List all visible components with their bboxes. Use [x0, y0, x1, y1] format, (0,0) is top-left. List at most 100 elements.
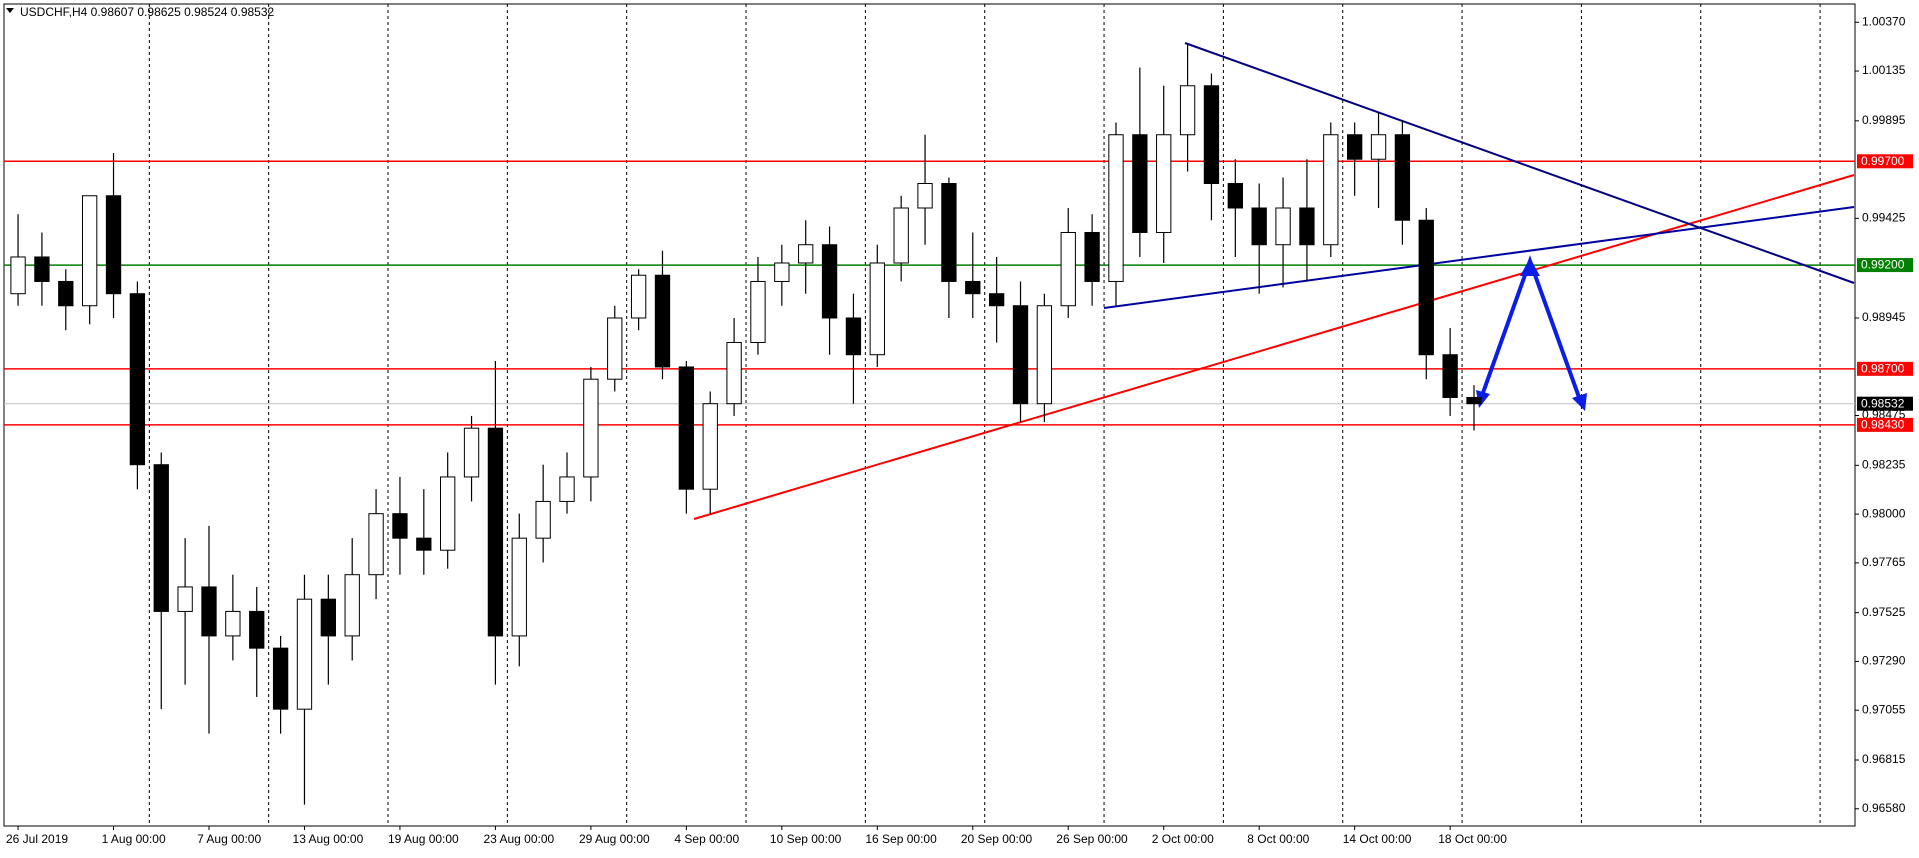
- candle-body: [368, 513, 384, 576]
- candle-body: [941, 183, 957, 282]
- y-tick-label: 1.00135: [1862, 63, 1906, 77]
- candle-body: [678, 366, 695, 490]
- candle-body: [416, 537, 432, 551]
- candle-body: [630, 274, 647, 319]
- trend-line: [1184, 42, 1855, 284]
- chart-title: USDCHF,H4 0.98607 0.98625 0.98524 0.9853…: [20, 5, 275, 19]
- y-tick-label: 0.97525: [1862, 605, 1906, 619]
- x-tick-label: 14 Oct 00:00: [1343, 832, 1412, 846]
- x-tick-label: 20 Sep 00:00: [961, 832, 1033, 846]
- candle-body: [1323, 134, 1339, 246]
- level-label-box: [1857, 417, 1913, 432]
- level-label-box: [1857, 361, 1913, 376]
- candle-body: [153, 464, 169, 612]
- candle-body: [1203, 85, 1220, 185]
- candle-body: [344, 574, 360, 637]
- candle-body: [1347, 134, 1363, 160]
- current-price-box: [1857, 396, 1913, 411]
- arrow-head: [1572, 393, 1587, 411]
- candle-body: [105, 195, 122, 295]
- levels: [4, 160, 1855, 426]
- y-tick-label: 0.98945: [1862, 310, 1906, 324]
- candle-body: [1084, 231, 1100, 282]
- x-tick-label: 19 Aug 00:00: [388, 832, 459, 846]
- candle-body: [917, 183, 933, 209]
- candle-body: [607, 317, 623, 380]
- candle-body: [392, 513, 408, 539]
- level-label: 0.99700: [1861, 154, 1905, 168]
- candle-body: [249, 610, 265, 649]
- candle-body: [1442, 354, 1458, 398]
- y-tick-label: 0.97290: [1862, 654, 1906, 668]
- candle-body: [10, 256, 26, 295]
- grid: [148, 4, 1821, 826]
- candle-body: [58, 280, 74, 307]
- candle-body: [511, 537, 527, 637]
- candle-body: [1466, 396, 1482, 405]
- candle-body: [869, 262, 885, 356]
- candle-body: [1394, 134, 1411, 221]
- candle-body: [320, 598, 336, 637]
- y-tick-label: 0.96580: [1862, 801, 1906, 815]
- level-label: 0.98700: [1861, 361, 1905, 375]
- candle-body: [821, 244, 838, 319]
- level-label: 0.99200: [1861, 258, 1905, 272]
- candle-body: [1132, 134, 1148, 233]
- x-tick-label: 23 Aug 00:00: [483, 832, 554, 846]
- candle-body: [1227, 183, 1243, 209]
- candle-body: [1275, 207, 1291, 246]
- candle-body: [296, 598, 313, 710]
- candle-body: [750, 280, 766, 343]
- axes: 1.00370 1.00135 0.99895 0.99425 0.98945 0.984…: [6, 14, 1913, 846]
- level-label: 0.98430: [1861, 418, 1905, 432]
- y-tick-label: 0.96815: [1862, 752, 1906, 766]
- candle-body: [201, 586, 217, 637]
- candle-body: [702, 403, 718, 490]
- candle-body: [272, 647, 289, 710]
- candle-body: [1251, 207, 1267, 246]
- candle-body: [129, 293, 146, 466]
- candle-body: [225, 610, 241, 637]
- y-tick-label: 0.97055: [1862, 702, 1906, 716]
- candle-body: [1179, 85, 1196, 136]
- y-tick-label: 0.98235: [1862, 457, 1906, 471]
- y-tick-label: 1.00370: [1862, 14, 1906, 28]
- candle-body: [583, 378, 599, 478]
- candle-body: [1036, 305, 1053, 405]
- candle-body: [1060, 231, 1076, 307]
- candle-body: [81, 195, 98, 307]
- x-tick-label: 26 Sep 00:00: [1056, 832, 1128, 846]
- candle-body: [1418, 219, 1434, 356]
- x-tick-label: 29 Aug 00:00: [579, 832, 650, 846]
- candle-body: [965, 280, 981, 295]
- candle-body: [440, 476, 456, 551]
- menu-arrow: [6, 8, 14, 13]
- candle-body: [463, 427, 480, 478]
- candle-body: [177, 586, 193, 612]
- candle-body: [1370, 134, 1387, 160]
- x-tick-label: 7 Aug 00:00: [197, 832, 261, 846]
- current-price-label: 0.98532: [1861, 396, 1905, 410]
- candle-body: [1108, 134, 1124, 282]
- y-tick-label: 0.99425: [1862, 211, 1906, 225]
- candle-body: [988, 293, 1005, 307]
- x-tick-label: 18 Oct 00:00: [1438, 832, 1507, 846]
- arrow-head: [1520, 258, 1540, 276]
- level-label-box: [1857, 258, 1913, 273]
- y-tick-label: 0.98000: [1862, 506, 1906, 520]
- candle-body: [774, 262, 790, 282]
- candle-body: [726, 341, 742, 405]
- y-tick-label: 0.99895: [1862, 113, 1906, 127]
- x-tick-label: 4 Sep 00:00: [674, 832, 739, 846]
- x-tick-label: 26 Jul 2019: [6, 832, 68, 846]
- x-tick-label: 2 Oct 00:00: [1152, 832, 1214, 846]
- x-tick-label: 1 Aug 00:00: [102, 832, 166, 846]
- y-tick-label: 0.97765: [1862, 555, 1906, 569]
- level-label-box: [1857, 154, 1913, 169]
- plot-area: [3, 3, 1856, 827]
- candle-body: [535, 500, 551, 539]
- candle-body: [1012, 305, 1029, 405]
- x-tick-label: 10 Sep 00:00: [770, 832, 842, 846]
- x-tick-label: 16 Sep 00:00: [865, 832, 937, 846]
